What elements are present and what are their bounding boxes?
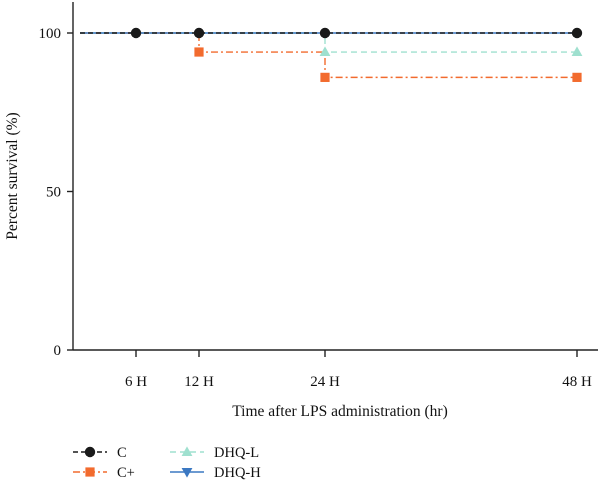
y-axis-title: Percent survival (%) (4, 112, 21, 239)
legend-marker (84, 446, 96, 458)
x-tick-label: 48 H (562, 374, 592, 390)
legend-label: DHQ-L (214, 445, 259, 461)
legend-item: DHQ-L (170, 445, 259, 461)
legend-marker (181, 468, 193, 478)
legend-label: C+ (117, 465, 135, 481)
legend-marker (85, 467, 95, 477)
legend-label: DHQ-H (214, 465, 261, 481)
series-dhq-l (80, 32, 583, 57)
y-tick-label: 100 (39, 26, 62, 42)
x-axis-ticks: 6 H 12 H 24 H 48 H (125, 350, 592, 390)
legend-item: DHQ-H (170, 465, 261, 481)
y-tick-label: 0 (54, 343, 62, 359)
x-tick-label: 6 H (125, 374, 147, 390)
y-axis-ticks: 0 50 100 (39, 26, 73, 359)
series-c (80, 27, 583, 39)
data-point (193, 27, 205, 39)
data-point (572, 72, 582, 82)
series-c- (80, 32, 582, 82)
data-point (319, 27, 331, 39)
legend-item: C (73, 445, 127, 461)
series-layer (80, 27, 583, 82)
data-point (319, 46, 331, 57)
legend-marker (181, 446, 193, 456)
x-tick-label: 12 H (184, 374, 214, 390)
legend: C C+ DHQ-L DHQ-H (73, 445, 261, 481)
legend-item: C+ (73, 465, 135, 481)
data-point (571, 46, 583, 57)
data-point (571, 27, 583, 39)
data-point (194, 47, 204, 57)
y-tick-label: 50 (46, 185, 61, 201)
legend-label: C (117, 445, 127, 461)
data-point (130, 27, 142, 39)
x-tick-label: 24 H (310, 374, 340, 390)
data-point (320, 72, 330, 82)
x-axis-title: Time after LPS administration (hr) (232, 403, 448, 420)
